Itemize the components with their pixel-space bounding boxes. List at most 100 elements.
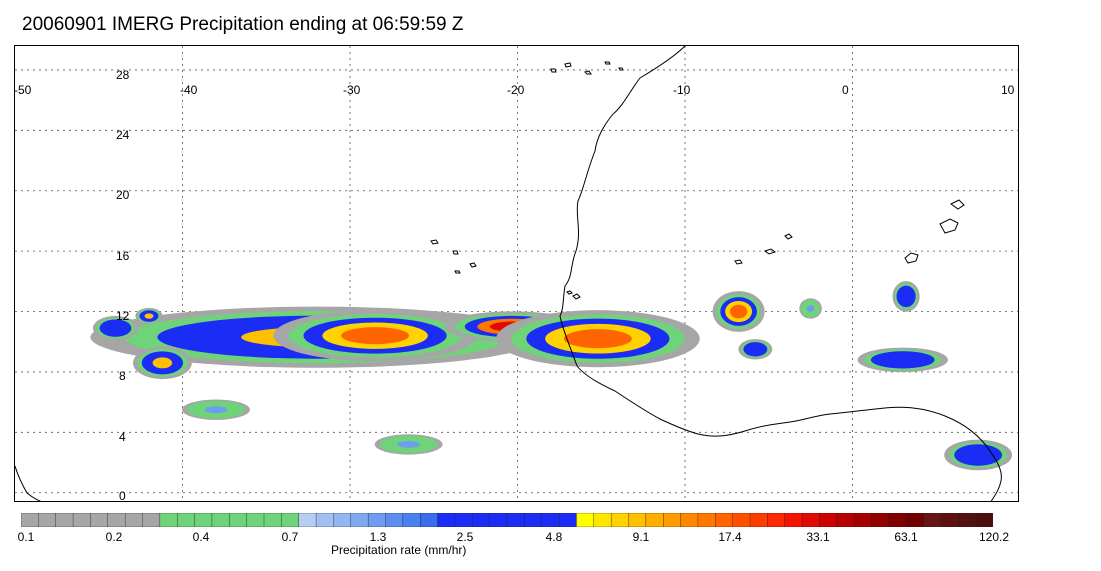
colorbar-swatch — [628, 513, 647, 527]
colorbar-swatch — [593, 513, 612, 527]
colorbar-label: 4.8 — [545, 530, 563, 544]
inland-water-2 — [904, 252, 919, 264]
colorbar-swatch — [888, 513, 907, 527]
colorbar-swatch — [697, 513, 716, 527]
precip-cell — [397, 440, 420, 448]
colorbar-swatch — [784, 513, 803, 527]
colorbar-swatch — [159, 513, 178, 527]
colorbar-label: 0.7 — [281, 530, 299, 544]
colorbar-swatch — [836, 513, 855, 527]
map-canvas — [15, 46, 1018, 501]
precip-cell — [204, 406, 228, 414]
colorbar-swatch — [732, 513, 751, 527]
colorbar-swatch — [246, 513, 265, 527]
colorbar-label: 0.4 — [192, 530, 210, 544]
colorbar-swatch — [38, 513, 57, 527]
colorbar-label: 33.1 — [806, 530, 830, 544]
colorbar-swatch — [298, 513, 317, 527]
colorbar-label: 9.1 — [632, 530, 650, 544]
lon-tick-label: -40 — [180, 83, 198, 97]
precip-cell — [749, 345, 762, 353]
colorbar-label: 1.3 — [369, 530, 387, 544]
colorbar-swatch — [90, 513, 109, 527]
brazil-coast-corner — [15, 465, 42, 501]
lat-tick-label: 20 — [116, 188, 130, 202]
colorbar-swatch — [906, 513, 925, 527]
colorbar-swatch — [402, 513, 421, 527]
lat-tick-label: 0 — [119, 489, 126, 503]
colorbar-label: 2.5 — [456, 530, 474, 544]
colorbar-swatch — [871, 513, 890, 527]
lat-tick-label: 12 — [116, 309, 130, 323]
lon-tick-label: -50 — [14, 83, 32, 97]
river-lake-1 — [734, 233, 793, 265]
colorbar-swatch — [819, 513, 838, 527]
colorbar-swatch — [142, 513, 161, 527]
precip-cell — [563, 329, 632, 349]
colorbar-swatch — [229, 513, 248, 527]
lon-tick-label: -20 — [507, 83, 525, 97]
bijagos-islands — [566, 290, 581, 300]
colorbar-swatch — [576, 513, 595, 527]
precip-cell — [806, 305, 815, 312]
precip-cell — [144, 313, 154, 319]
colorbar-label: 0.2 — [105, 530, 123, 544]
colorbar-swatch — [385, 513, 404, 527]
lon-tick-label: 10 — [1001, 83, 1015, 97]
lat-tick-label: 8 — [119, 369, 126, 383]
grid-lines — [15, 46, 1018, 501]
colorbar-swatch — [645, 513, 664, 527]
colorbar-swatch — [107, 513, 126, 527]
colorbar-swatch — [958, 513, 977, 527]
precip-cell — [152, 357, 173, 369]
colorbar-swatch — [333, 513, 352, 527]
colorbar-swatch — [211, 513, 230, 527]
lon-tick-label: -10 — [673, 83, 691, 97]
colorbar-swatch — [350, 513, 369, 527]
colorbar-swatches — [21, 513, 993, 527]
colorbar-label: 17.4 — [718, 530, 742, 544]
precip-cell — [341, 327, 410, 345]
colorbar-swatch — [489, 513, 508, 527]
colorbar-swatch — [177, 513, 196, 527]
lat-tick-label: 16 — [116, 249, 130, 263]
colorbar-label: 63.1 — [894, 530, 918, 544]
colorbar-swatch — [506, 513, 525, 527]
lat-tick-label: 4 — [119, 430, 126, 444]
map-title: 20060901 IMERG Precipitation ending at 0… — [22, 14, 464, 35]
colorbar-swatch — [923, 513, 942, 527]
precip-cell — [901, 291, 911, 302]
lat-tick-label: 28 — [116, 68, 130, 82]
colorbar-swatch — [801, 513, 820, 527]
inland-water-1 — [939, 218, 959, 234]
africa-coastline — [559, 46, 1002, 501]
lat-tick-label: 24 — [116, 128, 130, 142]
colorbar-swatch — [767, 513, 786, 527]
colorbar-title: Precipitation rate (mm/hr) — [331, 543, 467, 557]
lon-tick-label: -30 — [343, 83, 361, 97]
precipitation-field — [90, 281, 1013, 471]
precip-cell — [729, 304, 748, 319]
colorbar-swatch — [610, 513, 630, 527]
colorbar-swatch — [454, 513, 473, 527]
colorbar-swatch — [558, 513, 577, 527]
colorbar-swatch — [367, 513, 386, 527]
colorbar-swatch — [263, 513, 282, 527]
colorbar-swatch — [281, 513, 300, 527]
colorbar-swatch — [680, 513, 699, 527]
colorbar — [21, 513, 993, 527]
colorbar-swatch — [124, 513, 144, 527]
canary-islands — [550, 61, 624, 75]
coastline — [15, 46, 1002, 501]
colorbar-swatch — [663, 513, 682, 527]
cape-verde-islands — [430, 239, 477, 274]
colorbar-swatch — [715, 513, 734, 527]
colorbar-swatch — [541, 513, 560, 527]
colorbar-swatch — [472, 513, 491, 527]
colorbar-swatch — [55, 513, 74, 527]
colorbar-swatch — [315, 513, 334, 527]
colorbar-label: 120.2 — [978, 530, 1010, 544]
precipitation-map — [14, 45, 1019, 502]
inland-water-3 — [950, 199, 965, 210]
colorbar-swatch — [21, 513, 39, 527]
